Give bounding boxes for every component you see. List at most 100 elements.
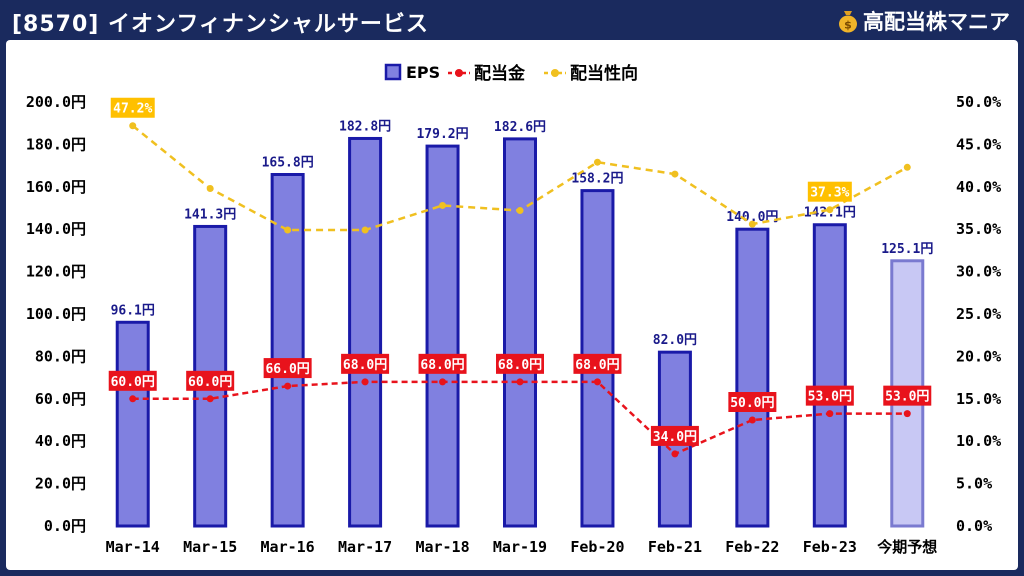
payout-label-box xyxy=(807,181,852,202)
y-right-tick-label: 15.0% xyxy=(956,390,1001,408)
dividend-point xyxy=(439,378,447,386)
dividend-data-label: 53.0円 xyxy=(885,390,929,405)
dividend-data-label: 68.0円 xyxy=(498,358,542,373)
dividend-label-box xyxy=(883,385,932,406)
eps-data-label: 141.3円 xyxy=(184,207,236,222)
dividend-label-box xyxy=(728,392,777,412)
dividend-data-label: 50.0円 xyxy=(730,396,774,411)
dividend-point xyxy=(129,395,137,403)
y-left-tick-label: 40.0円 xyxy=(35,432,86,450)
money-bag-icon: $ xyxy=(839,11,857,33)
eps-bar xyxy=(270,173,305,528)
dividend-data-label: 66.0円 xyxy=(265,362,309,377)
x-tick-label: Mar-16 xyxy=(261,538,315,556)
legend-payout-label: 配当性向 xyxy=(570,63,638,84)
y-left-tick-label: 120.0円 xyxy=(26,263,86,281)
header-bar: [8570] イオンフィナンシャルサービス $ 高配当株マニア xyxy=(0,0,1024,40)
payout-ratio-point xyxy=(826,206,834,214)
dividend-label-box xyxy=(186,370,235,391)
payout-ratio-point xyxy=(748,220,756,228)
dividend-label-box xyxy=(263,358,312,379)
eps-data-label: 165.8円 xyxy=(262,156,314,171)
chart-svg: 0.0円 20.0円 40.0円 60.0円 80.0円 100.0円 120.0円 140.… xyxy=(26,63,1001,556)
dividend-label-box xyxy=(650,425,699,446)
payout-data-label: 47.2% xyxy=(113,102,152,117)
dividend-data-label: 60.0円 xyxy=(111,375,155,390)
payout-data-label: 37.3% xyxy=(810,186,849,201)
eps-data-label: 158.2円 xyxy=(571,172,623,187)
payout-ratio-point xyxy=(439,201,447,209)
dividend-data-label: 68.0円 xyxy=(343,358,387,373)
legend-payout-marker xyxy=(551,69,559,77)
dividend-label-box xyxy=(108,370,157,391)
page-title: [8570] イオンフィナンシャルサービス xyxy=(12,12,429,37)
eps-data-label: 179.2円 xyxy=(416,127,468,142)
y-left-tick-label: 200.0円 xyxy=(26,93,86,111)
dividend-label-box xyxy=(573,353,622,374)
y-left-tick-label: 0.0円 xyxy=(44,517,86,535)
brand-logo: $ 高配当株マニア xyxy=(837,6,1010,36)
payout-ratio-point xyxy=(671,170,679,178)
dividend-point xyxy=(826,410,834,418)
eps-data-label: 96.1円 xyxy=(111,303,155,318)
dividend-label-box xyxy=(341,353,390,374)
eps-data-label: 142.1円 xyxy=(804,206,856,221)
payout-ratio-point xyxy=(593,158,601,166)
y-right-tick-label: 30.0% xyxy=(956,263,1001,281)
x-tick-label: Feb-20 xyxy=(570,538,624,556)
dividend-data-label: 60.0円 xyxy=(188,375,232,390)
y-left-tick-label: 100.0円 xyxy=(26,305,86,323)
x-tick-label: Mar-18 xyxy=(415,538,469,556)
payout-ratio-point xyxy=(903,163,911,171)
payout-label-box xyxy=(110,97,155,118)
eps-bar xyxy=(348,136,383,528)
y-left-tick-label: 140.0円 xyxy=(26,220,86,238)
payout-ratio-point xyxy=(206,184,214,192)
legend-dividend-label: 配当金 xyxy=(474,63,526,84)
payout-ratio-point xyxy=(361,226,369,234)
eps-data-label: 182.8円 xyxy=(339,119,391,134)
dividend-point xyxy=(748,416,756,424)
y-right-tick-label: 45.0% xyxy=(956,135,1001,153)
y-right-tick-label: 20.0% xyxy=(956,347,1001,365)
payout-ratio-point xyxy=(284,226,292,234)
svg-text:$: $ xyxy=(844,19,852,32)
y-right-tick-label: 35.0% xyxy=(956,220,1001,238)
dividend-point xyxy=(284,382,292,390)
y-left-tick-label: 160.0円 xyxy=(26,178,86,196)
eps-bar xyxy=(115,320,150,528)
dividend-label-box xyxy=(805,385,854,406)
x-tick-label: Feb-23 xyxy=(803,538,857,556)
eps-bar xyxy=(425,144,460,528)
legend-dividend-marker xyxy=(455,69,463,77)
x-tick-label: 今期予想 xyxy=(876,538,937,556)
x-tick-label: Mar-14 xyxy=(106,538,160,556)
dividend-data-label: 68.0円 xyxy=(575,358,619,373)
dividend-data-label: 68.0円 xyxy=(420,358,464,373)
dividend-label-box xyxy=(418,353,467,374)
chart-panel: 0.0円 20.0円 40.0円 60.0円 80.0円 100.0円 120.0円 140.… xyxy=(6,40,1018,570)
dividend-data-label: 53.0円 xyxy=(808,390,852,405)
dividend-point xyxy=(361,378,369,386)
y-left-tick-label: 20.0円 xyxy=(35,475,86,493)
dividend-point xyxy=(671,450,679,458)
payout-ratio-point xyxy=(516,207,524,215)
x-tick-label: Mar-15 xyxy=(183,538,237,556)
eps-data-label: 82.0円 xyxy=(653,333,697,348)
dividend-label-box xyxy=(496,353,544,374)
y-right-tick-label: 0.0% xyxy=(956,517,992,535)
x-tick-label: Feb-22 xyxy=(725,538,779,556)
dividend-data-label: 34.0円 xyxy=(653,430,697,445)
dividend-line xyxy=(132,380,908,456)
dividend-point xyxy=(206,395,214,403)
eps-data-label: 125.1円 xyxy=(881,242,933,257)
x-tick-label: Mar-17 xyxy=(338,538,392,556)
eps-bar xyxy=(812,223,847,528)
brand-text: 高配当株マニア xyxy=(863,10,1010,34)
dividend-point xyxy=(593,378,601,386)
y-right-tick-label: 50.0% xyxy=(956,93,1001,111)
y-right-tick-label: 25.0% xyxy=(956,305,1001,323)
y-left-tick-label: 180.0円 xyxy=(26,135,86,153)
dividend-point xyxy=(903,410,911,418)
